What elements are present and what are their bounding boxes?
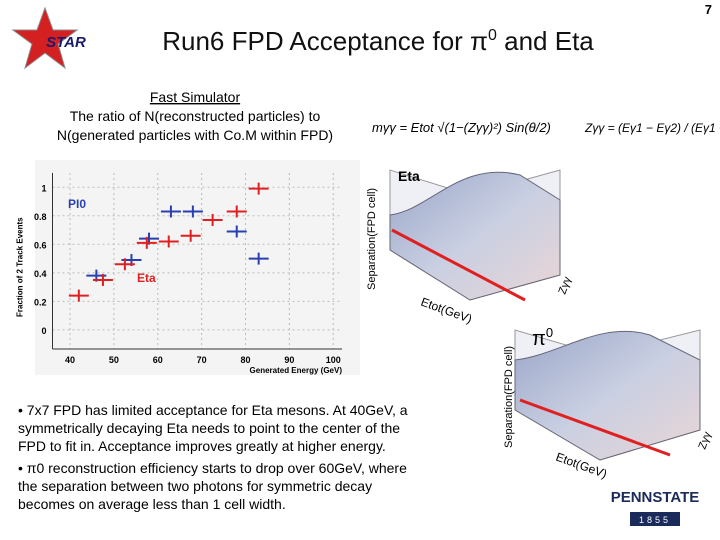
y-tick-label: 1 — [41, 183, 46, 193]
x-tick-label: 100 — [326, 355, 341, 365]
logo-year: 1855 — [639, 515, 671, 525]
bullet-line: • π0 reconstruction efficiency starts to… — [18, 460, 407, 476]
x-axis-label: Generated Energy (GeV) — [250, 366, 343, 375]
point — [226, 225, 247, 238]
x-tick-label: 50 — [109, 355, 119, 365]
point — [202, 214, 223, 227]
x-tick-label: 40 — [65, 355, 75, 365]
bullet-line: FPD to fit in. Acceptance improves great… — [18, 438, 386, 454]
surface — [389, 171, 561, 301]
point — [92, 273, 113, 286]
point — [182, 205, 203, 218]
point — [158, 235, 179, 248]
y-tick-label: 0.8 — [34, 212, 47, 222]
y-tick-label: 0.4 — [34, 269, 47, 279]
pennstate-logo: PENNSTATE — [611, 489, 700, 506]
point — [248, 252, 269, 265]
caption-line: The ratio of N(reconstructed particles) … — [70, 108, 321, 124]
point — [136, 236, 157, 249]
point — [160, 205, 181, 218]
formula: Zγγ = (Eγ1 − Eγ2) / (Eγ1 + Eγ2) — [584, 121, 720, 135]
surface — [514, 330, 701, 461]
page-number: 7 — [705, 2, 712, 17]
logo-text: STAR — [46, 34, 86, 51]
point — [114, 258, 135, 271]
y-tick-label: 0.6 — [34, 240, 47, 250]
y-tick-label: 0 — [41, 326, 46, 336]
point — [248, 182, 269, 195]
axis-label: Separation(FPD cell) — [366, 188, 378, 290]
point — [226, 205, 247, 218]
bullet-line: becomes on average less than 1 cell widt… — [18, 496, 286, 512]
x-tick-label: 70 — [197, 355, 207, 365]
y-tick-label: 0.2 — [34, 297, 47, 307]
plot-label: π0 — [532, 325, 553, 350]
plot-label: Eta — [398, 168, 420, 184]
x-tick-label: 90 — [284, 355, 294, 365]
caption-heading: Fast Simulator — [150, 89, 241, 105]
slide-title: Run6 FPD Acceptance for π0 and Eta — [162, 26, 594, 56]
legend-label: Eta — [137, 271, 156, 285]
x-tick-label: 80 — [240, 355, 250, 365]
caption-line: N(generated particles with Co.M within F… — [57, 127, 333, 143]
legend-label: PI0 — [68, 197, 86, 211]
plot-frame — [35, 160, 360, 375]
point — [68, 289, 89, 302]
bullet-line: • 7x7 FPD has limited acceptance for Eta… — [18, 402, 408, 418]
red-line — [519, 398, 671, 457]
bullet-line: symmetrically decaying Eta needs to poin… — [18, 420, 400, 436]
logo-band — [630, 512, 680, 526]
point — [180, 229, 201, 242]
formula: mγγ = Etot √(1−(Zγγ)²) Sin(θ/2) — [372, 120, 551, 135]
axis-label: Zγγ — [557, 275, 575, 296]
eta-surface-plot: Eta Separation(FPD cell) Etot(GeV) Zγγ — [366, 168, 574, 326]
axis-label: Separation(FPD cell) — [503, 346, 515, 448]
y-axis-label: Fraction of 2 Track Events — [16, 217, 25, 317]
x-tick-label: 60 — [153, 355, 163, 365]
red-line — [391, 228, 526, 302]
axis-label: Zγγ — [697, 430, 715, 451]
axis-label: Etot(GeV) — [419, 295, 474, 326]
bullets: • 7x7 FPD has limited acceptance for Eta… — [18, 402, 408, 512]
pi0-surface-plot: π0 Separation(FPD cell) Etot(GeV) Zγγ — [503, 325, 714, 481]
star-logo — [11, 6, 79, 70]
bullet-line: the separation between two photons for s… — [18, 478, 372, 494]
